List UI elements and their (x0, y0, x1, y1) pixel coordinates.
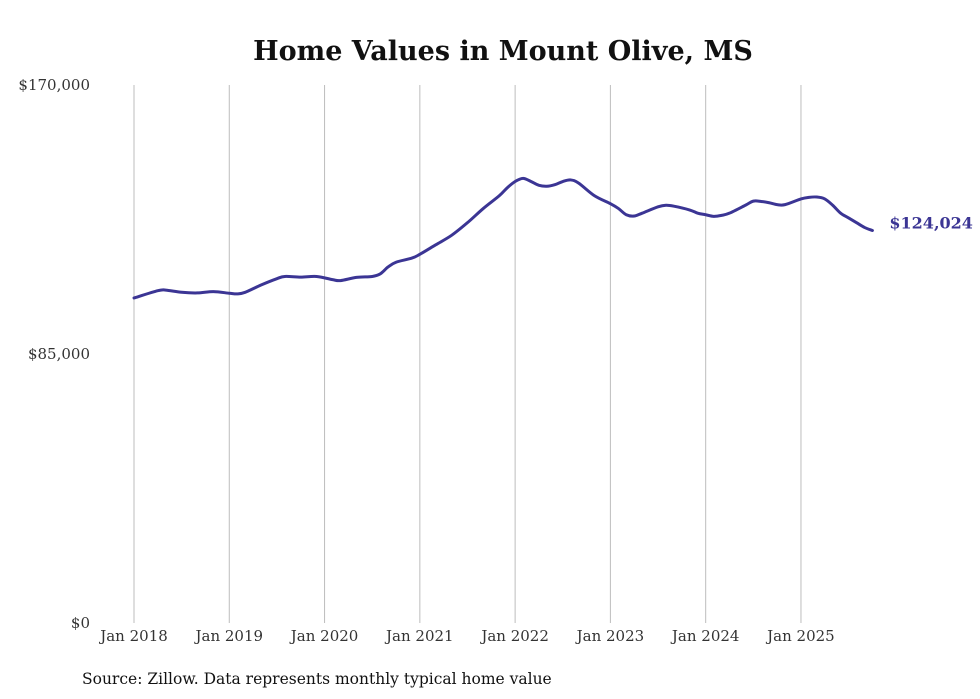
x-tick-label: Jan 2018 (98, 627, 168, 645)
y-tick-label: $170,000 (18, 76, 90, 94)
end-value-label: $124,024 (889, 214, 973, 233)
chart-title: Home Values in Mount Olive, MS (253, 36, 753, 67)
y-tick-label: $0 (71, 614, 90, 632)
x-tick-label: Jan 2024 (670, 627, 740, 645)
series-line (132, 176, 874, 300)
x-tick-label: Jan 2025 (765, 627, 835, 645)
y-tick-label: $85,000 (28, 345, 90, 363)
source-note: Source: Zillow. Data represents monthly … (82, 670, 552, 688)
x-tick-label: Jan 2020 (289, 627, 359, 645)
x-tick-label: Jan 2022 (479, 627, 549, 645)
x-tick-label: Jan 2021 (384, 627, 454, 645)
x-tick-label: Jan 2023 (575, 627, 645, 645)
x-tick-label: Jan 2019 (193, 627, 263, 645)
